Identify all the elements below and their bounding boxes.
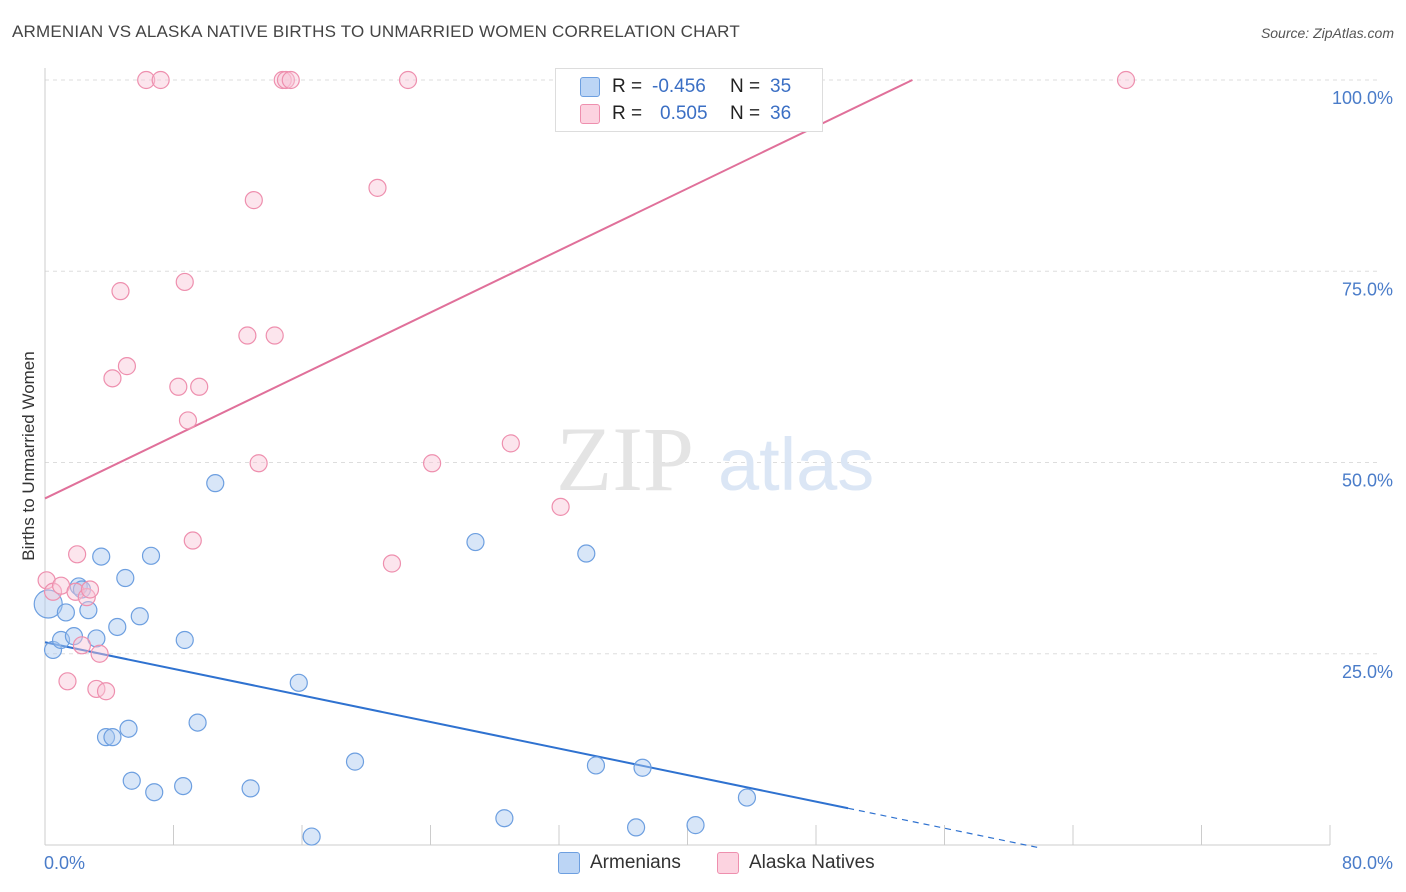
data-point-armenians: [626, 818, 646, 837]
legend-r-value: 0.505: [660, 103, 708, 124]
data-point-alaska-natives: [551, 497, 570, 516]
data-point-alaska-natives: [137, 70, 156, 90]
legend-swatch-armenians: [558, 852, 580, 874]
legend-item-armenians[interactable]: Armenians: [558, 852, 681, 874]
data-point-alaska-natives: [190, 377, 209, 396]
data-point-alaska-natives: [96, 682, 116, 701]
legend-n-value: 36: [770, 103, 792, 124]
data-point-armenians: [174, 776, 193, 796]
data-point-armenians: [92, 547, 111, 566]
data-point-armenians: [141, 546, 161, 565]
data-point-alaska-natives: [238, 326, 257, 345]
data-point-alaska-natives: [117, 357, 137, 376]
data-point-armenians: [466, 532, 485, 552]
data-point-alaska-natives: [151, 70, 170, 90]
trend-lines: [44, 79, 1041, 849]
correlation-legend: R = -0.456 N = 35 R = 0.505 N = 36: [555, 68, 823, 132]
legend-r-label: R =: [612, 76, 643, 97]
data-point-alaska-natives: [281, 70, 300, 90]
axes: [44, 68, 1331, 846]
x-tick-label: 80.0%: [1342, 853, 1393, 873]
data-point-armenians: [145, 783, 164, 802]
data-point-armenians: [116, 568, 135, 588]
data-point-alaska-natives: [265, 326, 284, 345]
data-point-armenians: [188, 713, 207, 732]
data-point-armenians: [130, 607, 149, 626]
legend-label-alaska-natives: Alaska Natives: [749, 852, 875, 873]
data-point-armenians: [345, 752, 365, 771]
data-point-alaska-natives: [178, 411, 198, 430]
legend-item-alaska-natives[interactable]: Alaska Natives: [717, 852, 875, 874]
data-point-alaska-natives: [90, 644, 109, 663]
data-point-alaska-natives: [103, 369, 122, 388]
data-point-alaska-natives: [398, 70, 418, 90]
data-point-alaska-natives: [175, 272, 194, 292]
x-tick-label: 0.0%: [44, 853, 85, 873]
data-point-armenians: [577, 544, 596, 563]
tick-labels: 100.0% 75.0% 50.0% 25.0% 0.0% 80.0%: [44, 88, 1393, 873]
data-point-alaska-natives: [423, 454, 442, 473]
legend-r-label: R =: [612, 103, 643, 124]
data-point-armenians: [686, 816, 705, 835]
data-point-alaska-natives: [249, 454, 268, 473]
data-point-armenians: [633, 758, 652, 777]
data-point-armenians: [586, 756, 606, 775]
legend-label-armenians: Armenians: [590, 852, 681, 873]
data-point-armenians: [302, 827, 321, 846]
data-point-armenians: [103, 728, 122, 747]
data-point-alaska-natives: [501, 434, 520, 453]
source-credit: Source: ZipAtlas.com: [1260, 25, 1394, 41]
data-point-armenians: [175, 630, 194, 650]
gridlines: [45, 79, 1380, 655]
data-point-alaska-natives: [368, 178, 387, 197]
data-point-armenians: [56, 603, 75, 622]
data-point-armenians: [87, 629, 106, 648]
legend-r-value: -0.456: [652, 76, 706, 97]
data-point-alaska-natives: [80, 580, 100, 599]
data-point-alaska-natives: [382, 554, 402, 573]
data-point-alaska-natives: [183, 531, 202, 550]
data-point-alaska-natives: [111, 282, 130, 301]
data-point-alaska-natives: [66, 582, 85, 601]
data-point-armenians: [241, 779, 260, 798]
legend-n-label: N =: [730, 103, 761, 124]
data-points: [33, 70, 1136, 846]
watermark-atlas: atlas: [718, 423, 874, 506]
legend-n-label: N =: [730, 76, 761, 97]
y-tick-label: 25.0%: [1342, 662, 1393, 682]
chart-title: ARMENIAN VS ALASKA NATIVE BIRTHS TO UNMA…: [12, 22, 740, 41]
legend-row-alaska-natives: R = 0.505 N = 36: [556, 100, 791, 128]
y-tick-label: 75.0%: [1342, 279, 1393, 299]
data-point-alaska-natives: [72, 636, 92, 655]
data-point-armenians: [122, 771, 141, 790]
y-tick-label: 50.0%: [1342, 471, 1393, 491]
data-point-armenians: [119, 719, 138, 738]
data-point-armenians: [495, 809, 514, 828]
data-point-alaska-natives: [169, 377, 188, 396]
data-point-armenians: [108, 617, 127, 637]
y-axis-label: Births to Unmarried Women: [19, 351, 38, 560]
data-point-armenians: [96, 728, 116, 747]
data-point-armenians: [79, 601, 98, 620]
y-tick-label: 100.0%: [1332, 88, 1393, 108]
data-point-armenians: [737, 788, 757, 807]
data-point-alaska-natives: [1116, 70, 1136, 90]
trend-line-armenians: [44, 641, 849, 810]
data-point-alaska-natives: [68, 545, 87, 564]
data-point-armenians: [33, 589, 63, 619]
legend-swatch-alaska-natives: [717, 852, 739, 874]
data-point-armenians: [206, 474, 225, 493]
data-point-alaska-natives: [276, 70, 296, 90]
series-legend: Armenians Alaska Natives: [0, 852, 1406, 876]
legend-n-value: 35: [770, 76, 792, 97]
legend-swatch-armenians: [580, 77, 600, 97]
data-point-armenians: [289, 673, 308, 692]
data-point-alaska-natives: [244, 191, 263, 210]
data-point-alaska-natives: [58, 672, 77, 691]
watermark-zip: ZIP: [556, 408, 694, 510]
legend-swatch-alaska-natives: [580, 104, 600, 124]
legend-row-armenians: R = -0.456 N = 35: [556, 73, 791, 101]
